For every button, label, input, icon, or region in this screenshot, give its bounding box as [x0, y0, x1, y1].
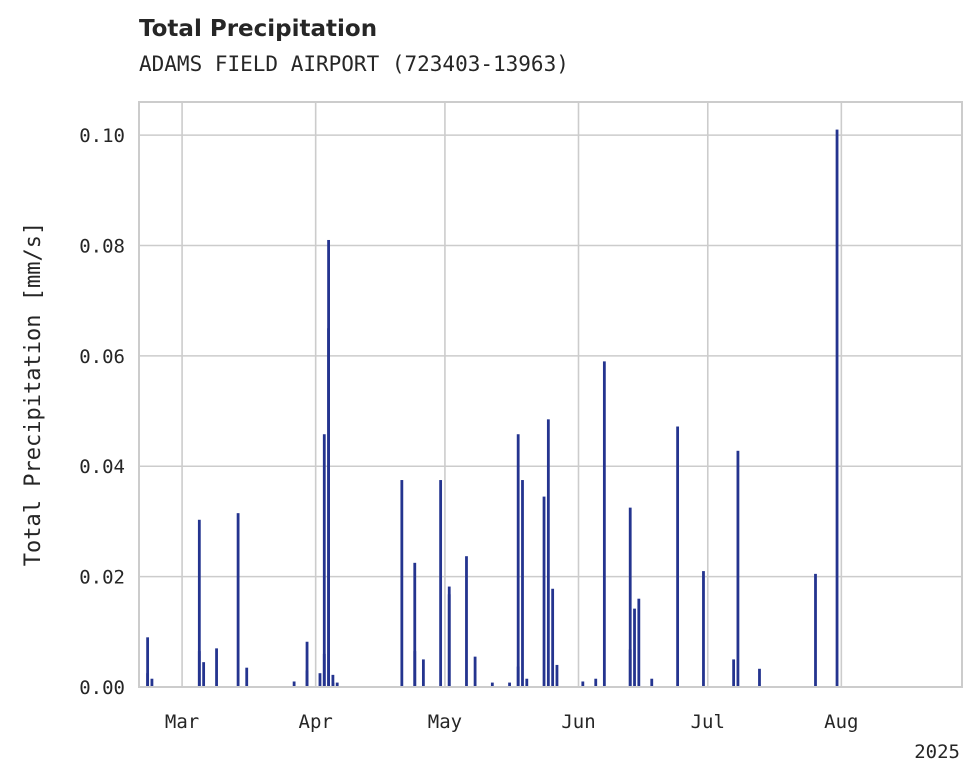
- y-tick-label: 0.02: [79, 567, 125, 589]
- precipitation-bar: [305, 641, 309, 687]
- precipitation-bar: [736, 450, 740, 687]
- precipitation-bar: [335, 682, 339, 687]
- precipitation-bar: [421, 659, 425, 687]
- x-tick-label: Jun: [561, 711, 595, 733]
- precipitation-bar: [473, 656, 477, 687]
- precipitation-bar: [305, 670, 309, 687]
- y-tick-label: 0.06: [79, 346, 125, 368]
- precipitation-bar: [542, 496, 546, 687]
- precipitation-bar: [490, 682, 494, 687]
- x-tick-label: Mar: [165, 711, 199, 733]
- precipitation-bar: [197, 519, 201, 687]
- precipitation-bar: [516, 434, 520, 687]
- precipitation-bar: [292, 681, 296, 687]
- precipitation-bar: [146, 637, 150, 687]
- precipitation-bar: [702, 571, 705, 687]
- precipitation-bar: [245, 667, 249, 687]
- precipitation-bar: [439, 480, 443, 687]
- precipitation-bar: [555, 664, 559, 687]
- precipitation-bar: [732, 659, 736, 687]
- precipitation-bar: [758, 668, 761, 687]
- precipitation-bar: [650, 678, 654, 687]
- precipitation-bar: [400, 480, 404, 687]
- chart-title: Total Precipitation: [139, 16, 378, 42]
- x-tick-label: Apr: [299, 711, 333, 733]
- precipitation-bar: [525, 678, 529, 687]
- precipitation-bar: [327, 328, 330, 687]
- y-tick-label: 0.10: [79, 125, 125, 147]
- precipitation-bar: [581, 681, 585, 687]
- precipitation-bar: [197, 651, 201, 687]
- precipitation-bar: [521, 480, 524, 687]
- x-tick-label: Jul: [691, 711, 725, 733]
- x-axis-ticks: Mar Apr May Jun Jul Aug: [165, 711, 859, 733]
- precipitation-bar: [508, 682, 511, 687]
- chart-subtitle: ADAMS FIELD AIRPORT (723403-13963): [139, 52, 569, 76]
- precipitation-bar: [150, 678, 154, 687]
- precipitation-bar: [146, 673, 150, 687]
- precipitation-bar: [215, 648, 218, 687]
- precipitation-bar: [202, 662, 206, 687]
- precipitation-bar: [447, 586, 451, 687]
- precipitation-bar: [516, 666, 520, 687]
- precipitation-bar: [331, 674, 335, 687]
- precipitation-bar: [814, 573, 817, 687]
- y-tick-label: 0.08: [79, 235, 125, 257]
- precipitation-bar: [628, 649, 632, 687]
- precipitation-bar: [676, 426, 680, 687]
- y-axis-label: Total Precipitation [mm/s]: [21, 222, 46, 566]
- y-axis-ticks: 0.00 0.02 0.04 0.06 0.08 0.10: [79, 125, 125, 699]
- precipitation-bar: [322, 653, 326, 687]
- precipitation-bar: [594, 678, 598, 687]
- bar-series: [146, 129, 839, 688]
- precipitation-bar: [413, 562, 417, 687]
- precipitation-bar: [546, 419, 550, 687]
- y-tick-label: 0.04: [79, 456, 125, 478]
- precipitation-bar: [322, 434, 326, 687]
- precipitation-bar: [465, 556, 468, 687]
- y-tick-label: 0.00: [79, 677, 125, 699]
- precipitation-bar: [633, 608, 636, 687]
- precipitation-bar: [637, 598, 641, 687]
- precipitation-bar: [236, 513, 240, 687]
- precipitation-bar: [331, 682, 335, 687]
- x-axis-offset-label: 2025: [914, 741, 960, 763]
- grid-lines: [139, 102, 962, 688]
- precipitation-bar: [551, 588, 555, 687]
- precipitation-bar: [318, 673, 322, 687]
- plot-frame: [138, 101, 963, 688]
- x-tick-label: Aug: [824, 711, 858, 733]
- precipitation-bar: [628, 507, 632, 687]
- precipitation-bar: [602, 361, 606, 687]
- x-tick-label: May: [428, 711, 462, 733]
- precipitation-bar: [835, 129, 839, 687]
